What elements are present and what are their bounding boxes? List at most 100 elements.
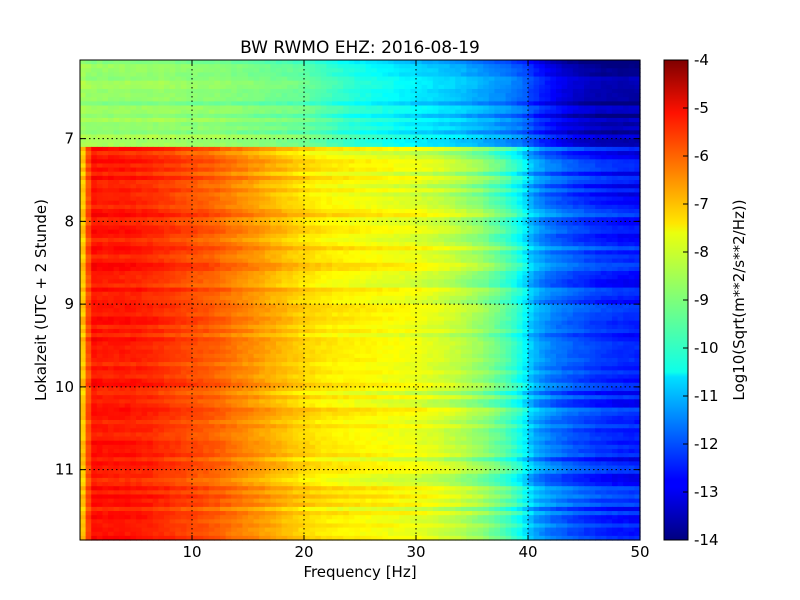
heatmap-cell xyxy=(376,217,383,222)
heatmap-cell xyxy=(438,180,445,185)
heatmap-cell xyxy=(192,130,199,136)
heatmap-cell xyxy=(360,134,367,140)
heatmap-cell xyxy=(544,184,551,189)
heatmap-cell xyxy=(326,171,333,177)
heatmap-cell xyxy=(477,204,484,210)
heatmap-cell xyxy=(304,130,311,136)
heatmap-cell xyxy=(326,254,333,260)
heatmap-cell xyxy=(628,97,635,102)
heatmap-cell xyxy=(85,200,92,206)
heatmap-cell xyxy=(270,188,277,194)
heatmap-cell xyxy=(315,242,322,247)
heatmap-cell xyxy=(522,200,529,206)
heatmap-cell xyxy=(600,142,607,148)
heatmap-cell xyxy=(259,192,266,198)
heatmap-cell xyxy=(214,221,221,227)
heatmap-cell xyxy=(169,84,176,90)
heatmap-cell xyxy=(287,229,294,235)
heatmap-cell xyxy=(438,233,445,239)
heatmap-cell xyxy=(561,196,568,202)
heatmap-cell xyxy=(438,122,445,127)
heatmap-cell xyxy=(248,146,255,152)
heatmap-cell xyxy=(455,113,462,119)
heatmap-cell xyxy=(343,88,350,94)
heatmap-cell xyxy=(404,130,411,136)
heatmap-cell xyxy=(332,72,339,78)
heatmap-cell xyxy=(561,97,568,102)
heatmap-cell xyxy=(259,151,266,156)
heatmap-cell xyxy=(528,171,535,177)
heatmap-cell xyxy=(136,142,143,148)
heatmap-cell xyxy=(634,163,641,169)
heatmap-cell xyxy=(203,130,210,136)
heatmap-cell xyxy=(225,233,232,239)
heatmap-cell xyxy=(348,180,355,185)
heatmap-cell xyxy=(544,134,551,140)
heatmap-cell xyxy=(141,101,148,107)
heatmap-cell xyxy=(544,97,551,102)
heatmap-cell xyxy=(108,80,115,86)
heatmap-cell xyxy=(516,237,523,243)
heatmap-cell xyxy=(354,72,361,78)
heatmap-cell xyxy=(309,229,316,235)
heatmap-cell xyxy=(404,180,411,185)
heatmap-cell xyxy=(309,254,316,260)
heatmap-cell xyxy=(326,105,333,111)
heatmap-cell xyxy=(248,101,255,107)
heatmap-cell xyxy=(612,200,619,206)
heatmap-cell xyxy=(158,142,165,148)
heatmap-cell xyxy=(231,122,238,127)
heatmap-cell xyxy=(231,221,238,227)
heatmap-cell xyxy=(449,113,456,119)
heatmap-cell xyxy=(113,200,120,206)
heatmap-cell xyxy=(427,246,434,251)
heatmap-cell xyxy=(539,109,546,115)
heatmap-cell xyxy=(108,113,115,119)
heatmap-cell xyxy=(522,159,529,165)
heatmap-cell xyxy=(192,138,199,144)
heatmap-cell xyxy=(281,68,288,74)
heatmap-cell xyxy=(248,155,255,160)
heatmap-cell xyxy=(388,175,395,181)
heatmap-cell xyxy=(242,250,249,256)
heatmap-cell xyxy=(220,105,227,111)
heatmap-cell xyxy=(438,80,445,86)
heatmap-cell xyxy=(623,117,630,123)
heatmap-cell xyxy=(561,72,568,78)
heatmap-cell xyxy=(96,221,103,227)
heatmap-cell xyxy=(623,213,630,218)
heatmap-cell xyxy=(287,192,294,198)
heatmap-cell xyxy=(516,246,523,251)
heatmap-cell xyxy=(393,213,400,218)
heatmap-cell xyxy=(376,151,383,156)
heatmap-cell xyxy=(584,126,591,131)
heatmap-cell xyxy=(91,84,98,90)
heatmap-cell xyxy=(432,93,439,98)
heatmap-cell xyxy=(208,200,215,206)
heatmap-cell xyxy=(371,192,378,198)
heatmap-cell xyxy=(365,138,372,144)
heatmap-cell xyxy=(505,258,512,264)
heatmap-cell xyxy=(180,105,187,111)
heatmap-cell xyxy=(550,217,557,222)
heatmap-cell xyxy=(399,76,406,82)
heatmap-cell xyxy=(214,229,221,235)
heatmap-cell xyxy=(326,155,333,160)
heatmap-cell xyxy=(85,237,92,243)
heatmap-cell xyxy=(578,84,585,90)
heatmap-cell xyxy=(180,225,187,231)
heatmap-cell xyxy=(320,163,327,169)
heatmap-cell xyxy=(354,242,361,247)
heatmap-cell xyxy=(152,217,159,222)
heatmap-cell xyxy=(136,217,143,222)
heatmap-cell xyxy=(460,109,467,115)
heatmap-cell xyxy=(203,246,210,251)
heatmap-cell xyxy=(253,101,260,107)
heatmap-cell xyxy=(231,229,238,235)
heatmap-cell xyxy=(175,250,182,256)
heatmap-cell xyxy=(365,213,372,218)
heatmap-cell xyxy=(304,113,311,119)
heatmap-cell xyxy=(612,64,619,69)
heatmap-cell xyxy=(483,163,490,169)
heatmap-cell xyxy=(119,242,126,247)
